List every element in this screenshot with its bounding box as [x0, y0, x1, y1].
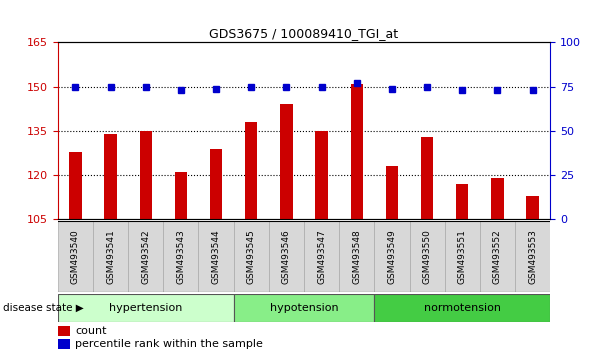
Bar — [515, 221, 550, 292]
Bar — [210, 149, 222, 219]
Bar — [58, 221, 93, 292]
Text: count: count — [75, 326, 107, 336]
Text: GSM493547: GSM493547 — [317, 229, 326, 284]
Bar — [164, 221, 198, 292]
Bar — [375, 294, 550, 322]
Bar — [245, 122, 257, 219]
Bar — [93, 221, 128, 292]
Text: GSM493550: GSM493550 — [423, 229, 432, 284]
Text: normotension: normotension — [424, 303, 501, 313]
Bar — [69, 152, 81, 219]
Text: hypotension: hypotension — [270, 303, 338, 313]
Bar — [456, 184, 468, 219]
Text: GSM493540: GSM493540 — [71, 229, 80, 284]
Bar — [233, 221, 269, 292]
Bar — [304, 221, 339, 292]
Bar — [491, 178, 503, 219]
Title: GDS3675 / 100089410_TGI_at: GDS3675 / 100089410_TGI_at — [209, 27, 399, 40]
Bar — [140, 131, 152, 219]
Text: GSM493543: GSM493543 — [176, 229, 185, 284]
Bar — [105, 134, 117, 219]
Text: GSM493544: GSM493544 — [212, 229, 221, 284]
Text: disease state ▶: disease state ▶ — [3, 303, 84, 313]
Text: GSM493545: GSM493545 — [247, 229, 256, 284]
Text: GSM493541: GSM493541 — [106, 229, 115, 284]
Bar — [480, 221, 515, 292]
Text: GSM493549: GSM493549 — [387, 229, 396, 284]
Bar — [198, 221, 233, 292]
Bar — [58, 339, 69, 349]
Bar — [527, 196, 539, 219]
Bar — [316, 131, 328, 219]
Text: GSM493553: GSM493553 — [528, 229, 537, 284]
Bar — [58, 294, 233, 322]
Bar — [444, 221, 480, 292]
Bar — [174, 172, 187, 219]
Text: hypertension: hypertension — [109, 303, 182, 313]
Text: GSM493548: GSM493548 — [352, 229, 361, 284]
Text: GSM493542: GSM493542 — [141, 229, 150, 284]
Bar — [128, 221, 164, 292]
Bar — [351, 84, 363, 219]
Bar — [58, 326, 69, 336]
Text: GSM493546: GSM493546 — [282, 229, 291, 284]
Bar — [339, 221, 375, 292]
Bar — [421, 137, 434, 219]
Text: percentile rank within the sample: percentile rank within the sample — [75, 339, 263, 349]
Bar — [280, 104, 292, 219]
Bar — [233, 294, 375, 322]
Bar — [269, 221, 304, 292]
Bar — [410, 221, 444, 292]
Text: GSM493551: GSM493551 — [458, 229, 467, 284]
Bar — [375, 221, 410, 292]
Bar — [386, 166, 398, 219]
Text: GSM493552: GSM493552 — [493, 229, 502, 284]
